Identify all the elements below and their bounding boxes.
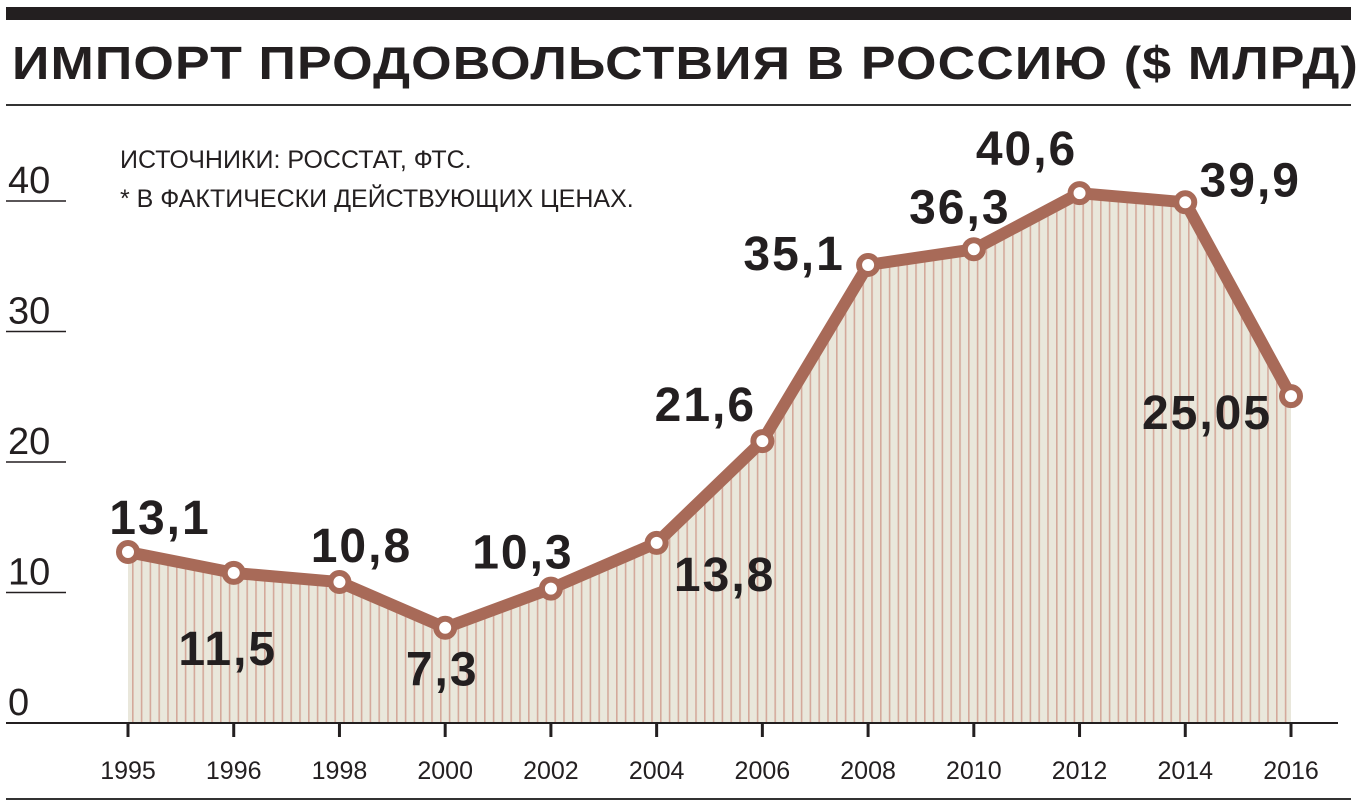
y-tick-label: 0 (8, 682, 29, 724)
x-tick-label: 2002 (523, 757, 579, 785)
data-point (116, 540, 140, 565)
data-label: 13,8 (674, 549, 775, 602)
data-point (327, 570, 352, 595)
data-label: 10,3 (472, 527, 573, 580)
x-tick-label: 1995 (100, 757, 156, 785)
top-bar (6, 7, 1351, 20)
data-label: 40,6 (976, 123, 1077, 176)
y-tick-label: 10 (8, 552, 50, 594)
data-label: 36,3 (909, 181, 1010, 234)
bottom-divider (6, 798, 1351, 800)
title-divider (6, 104, 1351, 106)
data-label: 11,5 (178, 623, 277, 676)
x-tick-label: 2004 (629, 757, 685, 785)
data-point (221, 560, 246, 585)
data-label: 39,9 (1200, 154, 1301, 207)
data-label: 13,1 (109, 492, 210, 545)
x-tick-label: 1998 (312, 757, 368, 785)
x-tick-label: 2008 (840, 757, 896, 785)
x-tick-label: 2016 (1263, 757, 1319, 785)
price-note: * В ФАКТИЧЕСКИ ДЕЙСТВУЮЩИХ ЦЕНАХ. (120, 185, 634, 213)
data-point (433, 615, 458, 640)
x-tick-label: 2010 (946, 757, 1002, 785)
data-point (856, 252, 881, 277)
y-tick-label: 20 (8, 421, 50, 463)
data-point (1173, 190, 1198, 215)
data-point (1279, 384, 1303, 409)
y-tick-label: 40 (8, 160, 50, 202)
y-tick-label: 30 (8, 291, 50, 333)
data-label: 10,8 (311, 520, 412, 573)
chart-title: ИМПОРТ ПРОДОВОЛЬСТВИЯ В РОССИЮ ($ МЛРД)* (12, 37, 1357, 89)
data-label: 35,1 (743, 228, 844, 281)
x-tick-label: 1996 (206, 757, 262, 785)
x-tick-label: 2014 (1157, 757, 1213, 785)
source-note: ИСТОЧНИКИ: РОССТАТ, ФТС. (120, 146, 472, 174)
data-label: 7,3 (406, 644, 479, 697)
series-line (126, 187, 1297, 634)
data-label: 25,05 (1142, 387, 1272, 440)
data-point (1067, 181, 1092, 206)
x-tick-label: 2000 (417, 757, 473, 785)
x-tick-label: 2012 (1052, 757, 1108, 785)
data-point (750, 429, 775, 454)
data-label: 21,6 (655, 379, 756, 432)
data-point (961, 237, 986, 262)
x-tick-label: 2006 (735, 757, 791, 785)
data-point (644, 530, 669, 555)
area-fill (128, 193, 1291, 724)
data-point (538, 576, 563, 601)
